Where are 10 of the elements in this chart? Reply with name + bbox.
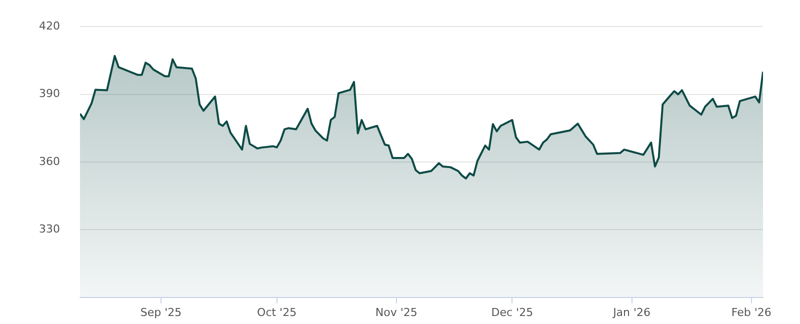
x-tick-label: Sep '25	[140, 306, 182, 319]
x-tick-label: Nov '25	[375, 306, 418, 319]
y-tick-label: 420	[39, 19, 60, 32]
x-tick-label: Jan '26	[612, 306, 651, 319]
y-tick-label: 360	[39, 154, 60, 168]
y-tick-label: 330	[39, 222, 60, 236]
x-tick-label: Feb '26	[731, 306, 772, 319]
x-tick-label: Oct '25	[257, 306, 297, 319]
x-tick-label: Dec '25	[491, 306, 534, 319]
y-tick-label: 390	[39, 87, 60, 100]
